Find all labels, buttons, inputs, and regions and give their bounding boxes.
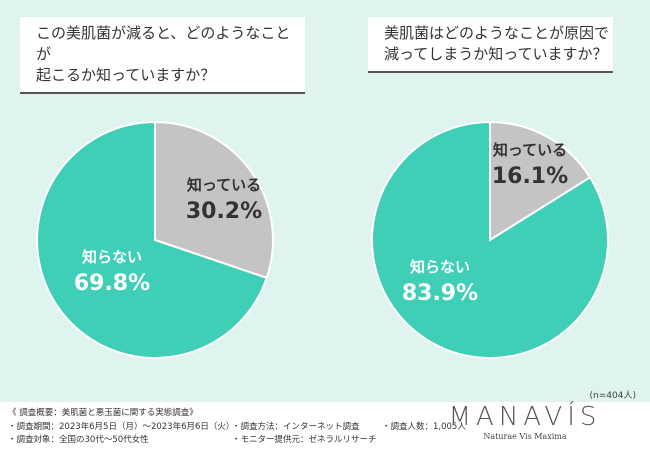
q1-line1: この美肌菌が減ると、どのようなことが xyxy=(36,24,291,63)
manavis-logo: MANAVÍS Naturae Vis Maxima xyxy=(415,402,635,441)
pie2-value-1: 83.9% xyxy=(402,281,478,306)
survey-target: ・調査対象：全国の30代～50代女性 xyxy=(8,435,149,445)
logo-name: MANAVÍS xyxy=(448,402,602,432)
pie1-value-0: 30.2% xyxy=(186,199,262,224)
footer: 《 調査概要：美肌菌と悪玉菌に関する実態調査》 ・調査期間：2023年6月5日（… xyxy=(0,402,650,450)
logo-tagline: Naturae Vis Maxima xyxy=(483,432,567,441)
monitor-provider: ・モニター提供元：ゼネラルリサーチ xyxy=(232,435,377,445)
survey-method: ・調査方法：インターネット調査 xyxy=(232,422,360,432)
pie1-label-0: 知っている xyxy=(187,176,261,194)
q2-line2: 減ってしまうか知っていますか？ xyxy=(384,45,608,63)
pie1-slice-1 xyxy=(36,120,269,359)
q2-line1: 美肌菌はどのようなことが原因で xyxy=(384,24,610,42)
pie2-label-1: 知らない xyxy=(410,258,470,276)
question-2-title: 美肌菌はどのようなことが原因で 減ってしまうか知っていますか？ xyxy=(368,17,613,73)
question-1-title: この美肌菌が減ると、どのようなことが起こるか知っていますか？ xyxy=(20,17,305,94)
pie2-label-0: 知っている xyxy=(493,141,567,159)
sample-size: (n=404人) xyxy=(589,391,636,401)
pie1-slice-0 xyxy=(154,120,274,280)
pie2-slice-1 xyxy=(371,120,609,359)
survey-overview: 《 調査概要：美肌菌と悪玉菌に関する実態調査》 xyxy=(8,408,198,418)
pie2-slice-0 xyxy=(489,120,592,242)
q1-line2: 起こるか知っていますか？ xyxy=(36,66,216,84)
survey-period: ・調査期間：2023年6月5日（月）～2023年6月6日（火） xyxy=(8,422,235,432)
pie1-value-1: 69.8% xyxy=(74,271,150,296)
pie2-value-0: 16.1% xyxy=(492,164,568,189)
survey-count: ・調査人数：1,005人 xyxy=(382,422,466,432)
pie1-label-1: 知らない xyxy=(82,248,142,266)
